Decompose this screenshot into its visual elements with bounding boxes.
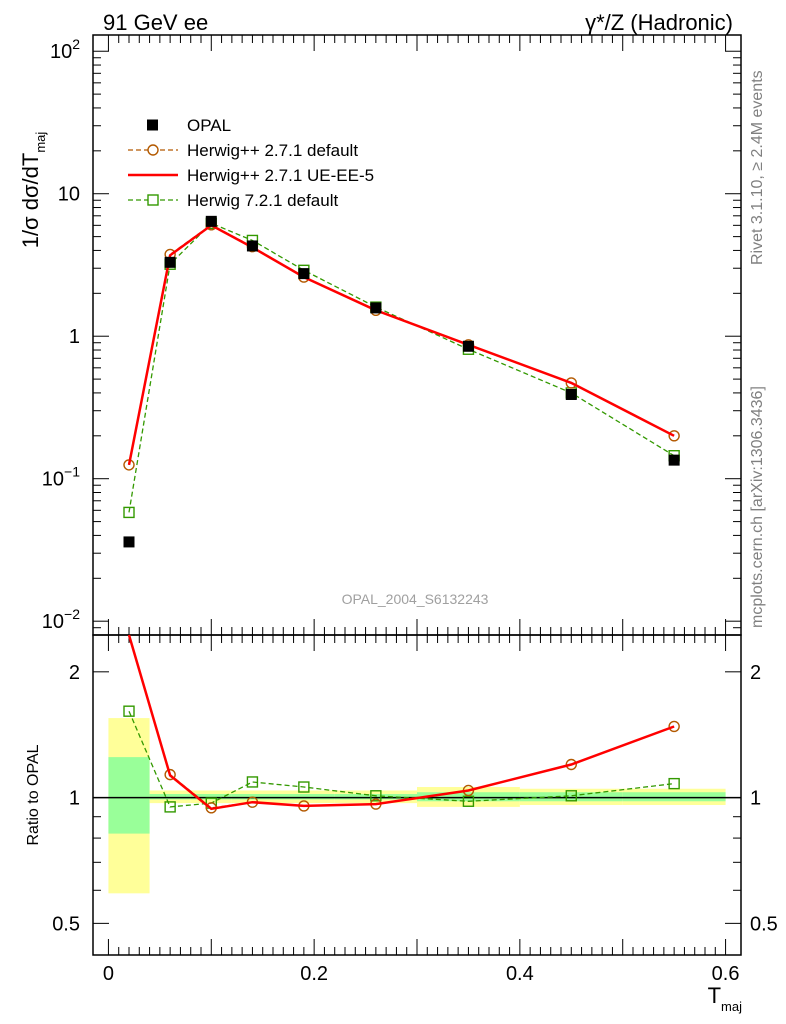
data-point-opal <box>123 536 135 548</box>
ratio-series-line-circle <box>128 634 675 809</box>
ratio-band-inner <box>108 757 150 834</box>
y-tick-label: 1 <box>69 326 80 348</box>
legend-label: Herwig 7.2.1 default <box>187 191 338 210</box>
data-point-opal <box>298 268 310 280</box>
ratio-band-inner <box>334 794 417 800</box>
ratio-point-herwig721 <box>123 705 135 717</box>
data-point-opal <box>246 240 258 252</box>
ratio-band-inner <box>622 792 726 802</box>
ratio-band-inner <box>519 792 623 802</box>
y-tick-label: 10−2 <box>42 606 80 633</box>
main-point-herwigpp-default <box>565 377 577 389</box>
ratio-point-herwig721 <box>462 795 475 807</box>
data-point-opal <box>565 388 577 400</box>
main-point-herwig721 <box>123 506 135 519</box>
ratio-band-inner <box>149 794 191 800</box>
main-series-line-solid <box>127 223 675 466</box>
data-point-opal <box>370 302 382 314</box>
y-tick-label-right: 0.5 <box>750 913 778 935</box>
ratio-band-inner <box>190 794 232 800</box>
y-axis-label: 1/σ dσ/dTmaj <box>18 132 48 249</box>
legend-label: Herwig++ 2.7.1 UE-EE-5 <box>187 166 374 185</box>
watermark-label: OPAL_2004_S6132243 <box>342 591 489 607</box>
ratio-series-line-square <box>128 710 675 808</box>
legend-marker-square <box>147 194 159 206</box>
data-point-opal <box>668 454 680 466</box>
y-tick-label: 0.5 <box>52 913 80 935</box>
y-tick-label: 2 <box>69 662 80 684</box>
y-tick-label: 10 <box>58 184 80 206</box>
ratio-point-herwig721 <box>668 777 680 790</box>
data-point-opal <box>205 215 217 227</box>
side-label-mcplots: mcplots.cern.ch [arXiv:1306.3436] <box>749 386 766 628</box>
side-label-rivet: Rivet 3.1.10, ≥ 2.4M events <box>749 70 766 265</box>
ratio-point-herwig721 <box>164 801 176 813</box>
data-point-opal <box>164 256 176 268</box>
x-tick-label: 0.2 <box>300 963 328 985</box>
ratio-y-axis-label: Ratio to OPAL <box>25 744 42 845</box>
y-tick-label: 102 <box>50 36 80 63</box>
ratio-series-line-solid <box>127 634 675 811</box>
x-axis-label: Tmaj <box>708 983 743 1014</box>
ratio-point-herwigpp-default <box>668 720 680 733</box>
header-right-label: γ*/Z (Hadronic) <box>585 10 733 35</box>
legend-label: OPAL <box>187 116 231 135</box>
x-tick-label: 0 <box>103 963 114 985</box>
y-tick-label-right: 2 <box>750 662 761 684</box>
y-tick-label: 10−1 <box>42 464 80 491</box>
main-point-herwigpp-default <box>668 430 680 442</box>
main-series-line-circle <box>128 224 675 466</box>
ratio-band-inner <box>273 794 335 800</box>
ratio-point-herwigpp-default <box>164 768 176 781</box>
y-tick-label: 1 <box>69 788 80 810</box>
y-tick-label-right: 1 <box>750 788 761 810</box>
main-panel: 10−2 10−1 1 10 102 1/σ dσ/dTmaj <box>18 34 742 636</box>
legend-marker-opal <box>147 119 158 131</box>
ratio-point-herwig721 <box>246 776 259 788</box>
main-series-line-square <box>128 222 675 513</box>
ratio-point-herwig721 <box>298 781 310 793</box>
header-left-label: 91 GeV ee <box>103 10 208 35</box>
ratio-point-herwig721 <box>370 790 382 802</box>
legend-marker-circle <box>147 144 159 156</box>
ratio-point-herwig721 <box>565 790 577 802</box>
data-point-opal <box>462 340 474 352</box>
legend: OPAL Herwig++ 2.7.1 default Herwig++ 2.7.1… <box>128 116 374 210</box>
x-tick-label: 0.4 <box>506 963 534 985</box>
x-tick-label: 0.6 <box>712 963 740 985</box>
legend-label: Herwig++ 2.7.1 default <box>187 141 358 160</box>
